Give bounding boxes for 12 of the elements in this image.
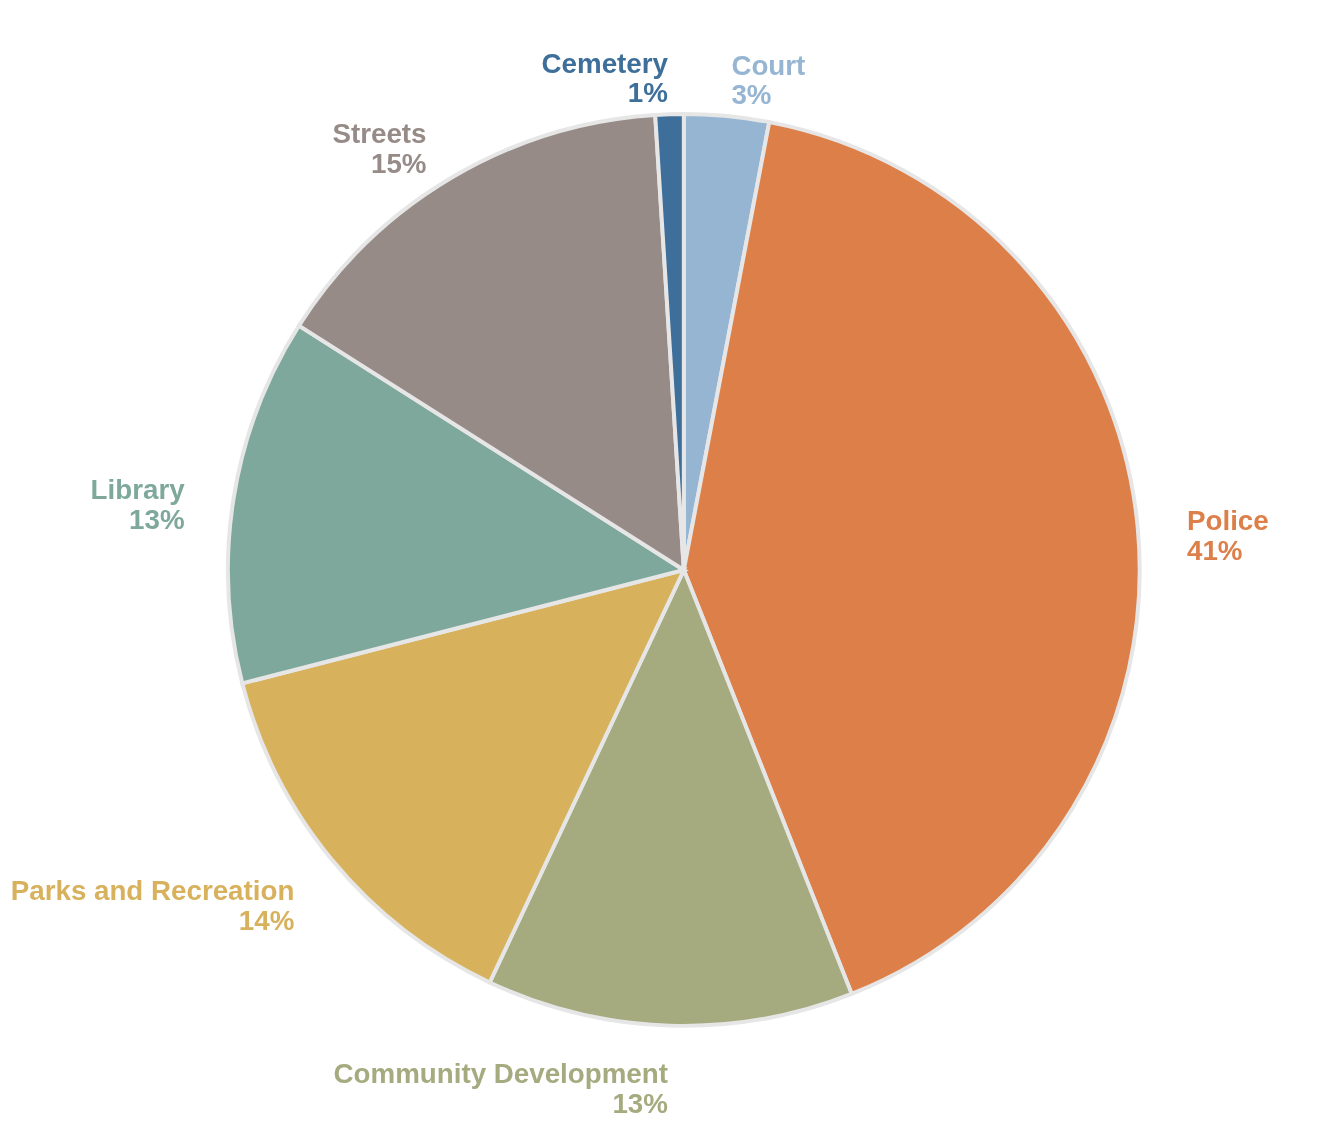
data-label: 3% xyxy=(731,79,772,111)
slice-label: Library xyxy=(90,473,186,505)
slice-label: Court xyxy=(731,49,806,81)
data-label: 13% xyxy=(612,1087,668,1119)
slice-label: Streets xyxy=(332,117,427,149)
slice-label: Parks and Recreation xyxy=(10,875,295,907)
slice-label: Cemetery xyxy=(541,47,669,79)
slice-label: Community Development xyxy=(333,1058,668,1090)
slice-label: Police xyxy=(1187,505,1269,537)
data-label: 14% xyxy=(238,904,295,936)
data-label: 15% xyxy=(371,147,427,179)
data-label: 41% xyxy=(1187,535,1243,567)
